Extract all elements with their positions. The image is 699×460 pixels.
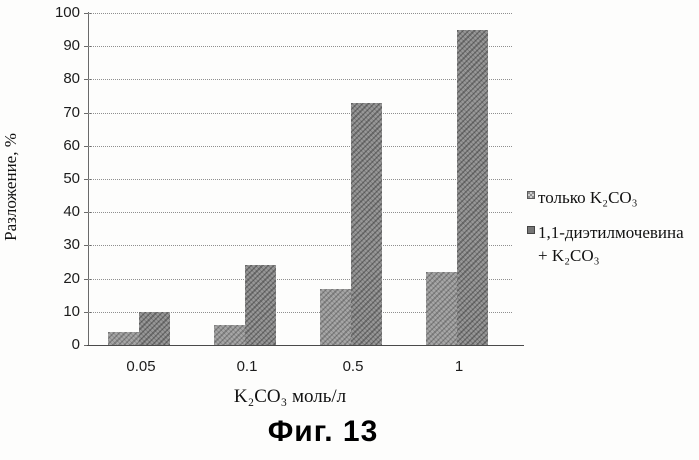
legend-marker-icon	[527, 226, 535, 234]
y-tick-label-20: 20	[63, 269, 80, 287]
figure-caption: Фиг. 13	[267, 415, 379, 448]
y-tick-label-0: 0	[71, 336, 80, 353]
legend-marker-icon	[527, 191, 535, 199]
x-tick-label-0.05: 0.05	[126, 358, 156, 375]
plot-area	[88, 13, 512, 345]
legend-label: 1,1-диэтилмочевина + K₂CO₃	[538, 223, 684, 265]
gridline-50	[88, 179, 512, 180]
y-tick-mark-100	[84, 13, 91, 14]
y-tick-mark-50	[84, 179, 91, 180]
x-tick-label-0.1: 0.1	[236, 358, 258, 375]
gridline-30	[88, 245, 512, 247]
y-tick-label-10: 10	[63, 302, 80, 320]
bar-только-k₂co₃-0.05	[108, 331, 139, 345]
x-axis-title: K₂CO₃ моль/л	[233, 386, 347, 407]
legend-item-1: 1,1-диэтилмочевина + K₂CO₃	[527, 221, 695, 267]
y-tick-label-70: 70	[63, 103, 80, 121]
bar-только-k₂co₃-0.1	[214, 325, 245, 345]
y-tick-mark-60	[84, 145, 91, 147]
y-axis-title: Разложение, %	[1, 133, 20, 241]
bar-1,1-диэтилмочевина-+-k₂co₃-1	[457, 29, 488, 345]
y-tick-label-60: 60	[63, 136, 80, 154]
y-tick-label-80: 80	[63, 70, 80, 88]
gridline-90	[88, 46, 512, 48]
bar-только-k₂co₃-1	[426, 271, 457, 345]
x-tick-label-0.5: 0.5	[342, 358, 364, 375]
y-tick-label-100: 100	[54, 4, 80, 21]
y-tick-mark-40	[84, 212, 91, 214]
y-tick-mark-20	[84, 278, 91, 280]
bar-1,1-диэтилмочевина-+-k₂co₃-0.1	[245, 265, 276, 345]
gridline-10	[88, 311, 512, 313]
legend-label: только K₂CO₃	[538, 188, 638, 207]
y-tick-mark-80	[84, 79, 91, 81]
legend: только K₂CO₃ 1,1-диэтилмочевина + K₂CO₃	[527, 186, 695, 279]
gridline-40	[88, 212, 512, 214]
bar-1,1-диэтилмочевина-+-k₂co₃-0.05	[139, 311, 170, 345]
y-tick-label-90: 90	[63, 37, 80, 55]
y-tick-mark-70	[84, 112, 91, 114]
gridline-80	[88, 79, 512, 81]
x-tick-label-1: 1	[454, 358, 464, 375]
bar-1,1-диэтилмочевина-+-k₂co₃-0.5	[351, 102, 382, 345]
gridline-70	[88, 112, 512, 114]
y-tick-mark-10	[84, 311, 91, 313]
gridline-20	[88, 278, 512, 280]
y-tick-label-40: 40	[63, 203, 80, 221]
legend-item-0: только K₂CO₃	[527, 186, 695, 209]
y-tick-mark-30	[84, 245, 91, 247]
gridline-60	[88, 145, 512, 147]
x-axis-line	[87, 345, 524, 346]
gridline-100	[88, 13, 512, 14]
y-tick-label-30: 30	[63, 236, 80, 254]
y-tick-mark-90	[84, 46, 91, 48]
y-tick-label-50: 50	[63, 170, 80, 187]
bar-только-k₂co₃-0.5	[320, 288, 351, 345]
